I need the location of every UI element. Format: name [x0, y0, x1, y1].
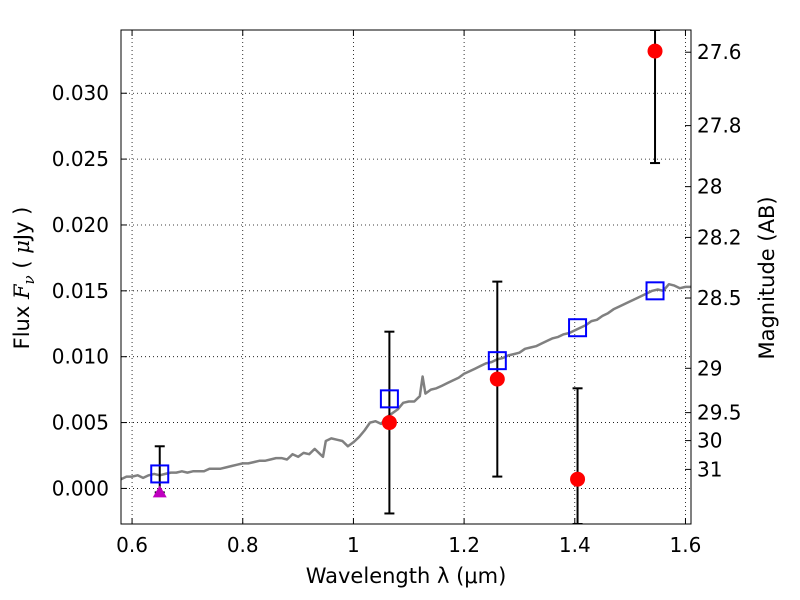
y-axis-title: Flux Fν ( μJy ) [10, 207, 38, 350]
y-tick-label: 0.010 [52, 345, 109, 369]
x-tick-label: 0.8 [227, 533, 259, 557]
x-tick-label: 0.6 [116, 533, 148, 557]
spectrum-line [121, 282, 691, 481]
observed-point [489, 371, 505, 387]
model-photometry-marker [379, 389, 399, 409]
y2-tick-label: 29 [697, 356, 722, 380]
x-tick-label: 1.4 [559, 533, 591, 557]
y2-tick-label: 30 [697, 429, 722, 453]
model-photometry-marker [487, 351, 507, 371]
y-tick-label: 0.005 [52, 411, 109, 435]
x-axis-title: Wavelength λ (μm) [306, 564, 507, 588]
observed-point [381, 415, 397, 431]
plot-area [121, 30, 691, 524]
y-tick-label: 0.030 [52, 81, 109, 105]
y2-tick-label: 28 [697, 175, 722, 199]
y2-tick-label: 28.2 [697, 225, 742, 249]
y2-tick-label: 31 [697, 457, 722, 481]
y2-tick-label: 27.6 [697, 40, 742, 64]
model-photometry-marker [568, 318, 588, 338]
x-tick-label: 1.6 [670, 533, 702, 557]
y2-tick-label: 29.5 [697, 401, 742, 425]
y2-axis-title: Magnitude (AB) [755, 196, 779, 359]
ticks: 0.6 0.8 1 1.2 1.4 1.6 0.000 0.005 0.010 0.015 0.02… [52, 30, 742, 557]
y-tick-label: 0.000 [52, 476, 109, 500]
model-photometry-marker [150, 464, 170, 484]
y2-tick-label: 28.5 [697, 286, 742, 310]
grid [121, 30, 691, 524]
model-photometry-marker [645, 281, 665, 301]
upper-limit-marker [152, 485, 167, 498]
y-tick-label: 0.020 [52, 213, 109, 237]
plot-frame [120, 29, 692, 525]
x-tick-label: 1 [347, 533, 360, 557]
y2-tick-label: 27.8 [697, 114, 742, 138]
observed-point [647, 43, 663, 59]
y-tick-label: 0.025 [52, 147, 109, 171]
observed-point [570, 471, 586, 487]
y-tick-label: 0.015 [52, 279, 109, 303]
x-tick-label: 1.2 [448, 533, 480, 557]
